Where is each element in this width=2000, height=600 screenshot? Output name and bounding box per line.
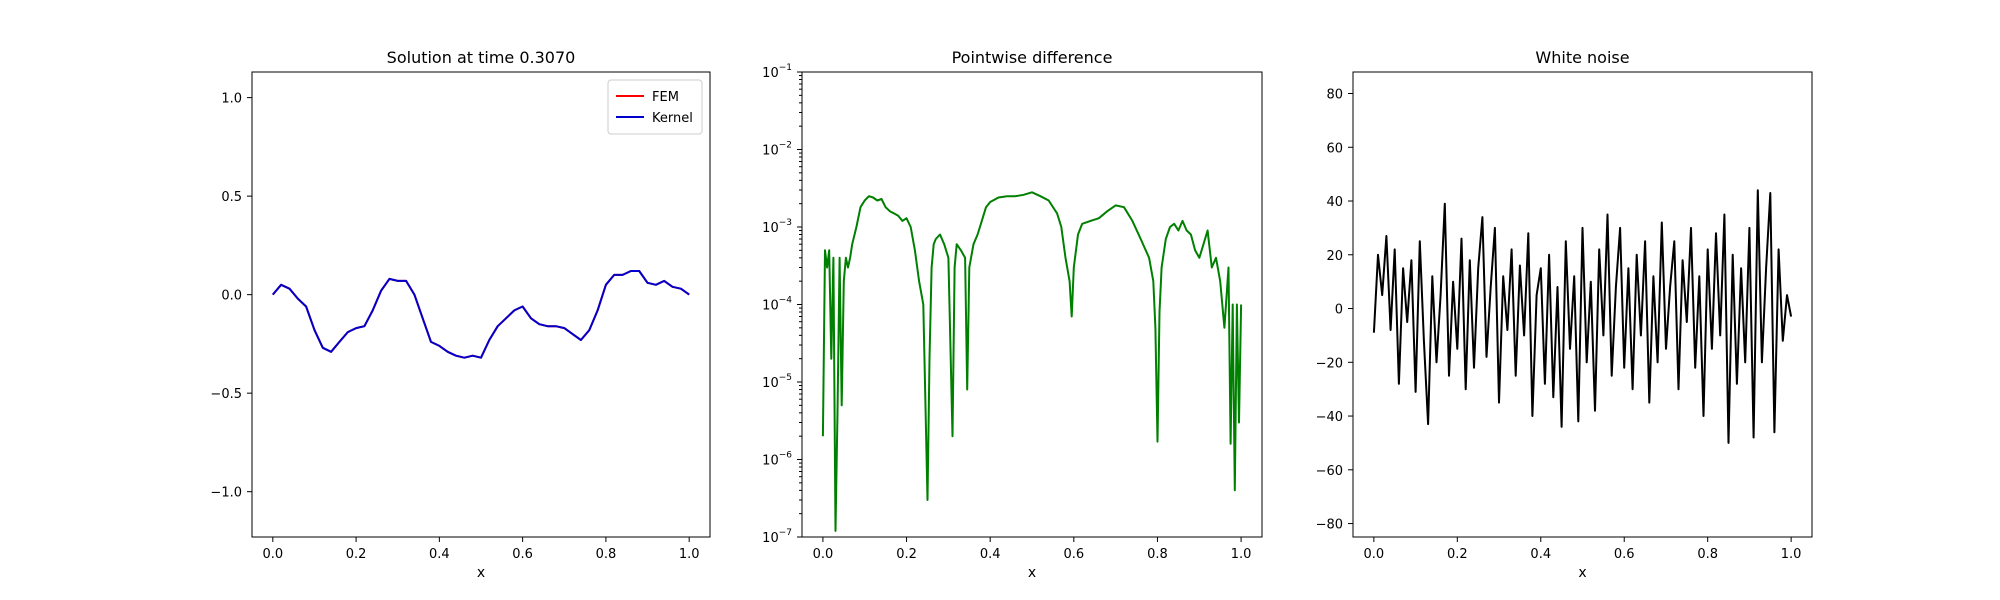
x-tick-label: 0.2 (1447, 547, 1468, 562)
y-tick-base: 10 (762, 454, 779, 469)
legend-box (607, 79, 703, 135)
y-tick-label: 10−6 (762, 451, 792, 469)
axes-frame (251, 71, 711, 538)
y-tick-label: 10−7 (762, 528, 792, 546)
y-tick-label: 10−4 (762, 296, 792, 314)
axes-frame (1352, 71, 1813, 538)
y-tick-base: 10 (762, 531, 779, 546)
y-tick-label: 60 (1326, 141, 1343, 156)
series-group (1372, 189, 1793, 444)
x-tick-label: 0.8 (596, 547, 617, 562)
y-tick-exponent: −4 (779, 296, 793, 306)
y-tick-label: 0.5 (221, 190, 242, 205)
axes-frame (801, 71, 1263, 538)
x-axis-label: x (477, 565, 485, 581)
x-axis-label: x (1028, 565, 1036, 581)
legend-label-fem: FEM (652, 90, 679, 105)
x-axis-label: x (1578, 565, 1586, 581)
y-tick-exponent: −1 (779, 63, 792, 73)
y-tick-label: 0 (1335, 303, 1343, 318)
y-tick-label: −0.5 (210, 387, 242, 402)
series-line-kernel (272, 270, 690, 359)
y-tick-label: 80 (1326, 88, 1343, 103)
y-tick-exponent: −2 (779, 141, 792, 151)
series-line-1 (821, 191, 1243, 532)
y-tick-label: −40 (1316, 410, 1343, 425)
x-tick-label: 1.0 (679, 547, 700, 562)
y-tick-base: 10 (762, 376, 779, 391)
x-tick-label: 0.6 (1063, 547, 1084, 562)
series-group (821, 191, 1243, 532)
x-tick-label: 0.2 (896, 547, 917, 562)
series-line-1 (1372, 189, 1793, 444)
y-tick-label: 20 (1326, 249, 1343, 264)
x-tick-label: 0.4 (1530, 547, 1551, 562)
y-tick-exponent: −3 (779, 218, 792, 228)
y-tick-label: −60 (1316, 464, 1343, 479)
y-tick-label: 10−1 (762, 63, 792, 81)
x-tick-label: 0.0 (262, 547, 283, 562)
x-tick-label: 0.0 (1364, 547, 1385, 562)
y-tick-label: −20 (1316, 356, 1343, 371)
x-tick-label: 0.8 (1697, 547, 1718, 562)
y-tick-base: 10 (762, 299, 779, 314)
x-tick-label: 0.8 (1147, 547, 1168, 562)
chart-title: Solution at time 0.3070 (387, 48, 576, 67)
y-tick-label: 1.0 (221, 92, 242, 107)
series-line-fem (272, 270, 690, 359)
legend: FEM Kernel (607, 79, 703, 135)
y-tick-label: −1.0 (210, 486, 242, 501)
y-tick-label: 10−5 (762, 373, 792, 391)
x-tick-label: 0.6 (512, 547, 533, 562)
x-tick-label: 0.4 (429, 547, 450, 562)
y-tick-label: 40 (1326, 195, 1343, 210)
chart-panel-3: 0.0 0.2 0.4 0.6 0.8 1.0 −80 −60 −40 −20 0 20 40 60 80 W… (1316, 48, 1813, 581)
y-tick-base: 10 (762, 221, 779, 236)
y-tick-exponent: −5 (779, 373, 792, 383)
x-tick-label: 0.6 (1614, 547, 1635, 562)
y-tick-label: 0.0 (221, 289, 242, 304)
y-tick-label: −80 (1316, 518, 1343, 533)
y-tick-base: 10 (762, 144, 779, 159)
chart-title: White noise (1535, 48, 1629, 67)
x-tick-label: 0.0 (813, 547, 834, 562)
chart-panel-2: 0.0 0.2 0.4 0.6 0.8 1.010−710−610−510−410−310… (762, 48, 1263, 581)
legend-label-kernel: Kernel (652, 111, 693, 126)
chart-title: Pointwise difference (952, 48, 1113, 67)
x-tick-label: 1.0 (1231, 547, 1252, 562)
y-tick-label: 10−3 (762, 218, 792, 236)
y-tick-exponent: −6 (779, 451, 793, 461)
x-tick-label: 1.0 (1781, 547, 1802, 562)
x-tick-label: 0.4 (980, 547, 1001, 562)
series-group (272, 270, 690, 359)
y-tick-base: 10 (762, 66, 779, 81)
x-tick-label: 0.2 (346, 547, 367, 562)
y-tick-label: 10−2 (762, 141, 792, 159)
chart-panel-1: 0.0 0.2 0.4 0.6 0.8 1.0 −1.0 −0.5 0.0 0.5 1.0 Solut… (210, 48, 711, 581)
y-tick-exponent: −7 (779, 528, 792, 538)
